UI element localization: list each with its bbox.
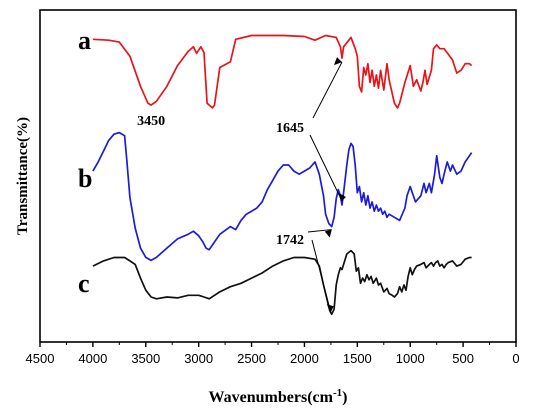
x-tick-label: 3500 <box>131 351 160 366</box>
series-label-layer: a b c <box>78 26 92 298</box>
series-c-label: c <box>78 269 90 298</box>
x-tick-label: 2000 <box>290 351 319 366</box>
x-tick-label: 1000 <box>396 351 425 366</box>
series-b-label: b <box>78 164 92 193</box>
arrowhead-1742-b <box>324 229 332 238</box>
arrow-1742-c <box>311 239 332 313</box>
x-axis-title-superscript: -1 <box>333 387 342 399</box>
x-tick-label: 3000 <box>184 351 213 366</box>
arrowhead-1645-a <box>333 57 342 66</box>
x-tick-label: 4500 <box>26 351 55 366</box>
arrow-1645-a <box>312 61 343 119</box>
arrow-1742-b <box>307 229 332 233</box>
x-tick-label: 4000 <box>78 351 107 366</box>
y-axis-title: Transmittance(%) <box>15 117 31 235</box>
series-c-line <box>92 249 472 316</box>
arrow-1645-b <box>309 134 343 202</box>
series-b-line <box>92 131 473 262</box>
x-axis-title: Wavenumbers(cm-1) <box>209 387 348 406</box>
x-axis: 4500 4000 3500 3000 2500 2000 1500 1000 500 0 <box>26 342 520 366</box>
annotation-1742: 1742 <box>276 233 304 248</box>
annotation-layer: 3450 1645 1742 <box>137 57 346 313</box>
arrowhead-1742-c <box>326 304 334 313</box>
series-layer <box>92 34 473 316</box>
annotation-1645: 1645 <box>276 121 304 136</box>
annotation-3450: 3450 <box>137 114 165 129</box>
series-a-label: a <box>78 26 91 55</box>
arrowhead-1645-b <box>338 193 346 201</box>
x-tick-label: 0 <box>512 351 519 366</box>
x-tick-label: 500 <box>452 351 474 366</box>
series-a-line <box>92 34 473 109</box>
x-tick-label: 2500 <box>237 351 266 366</box>
plot-frame <box>39 9 517 343</box>
x-tick-label: 1500 <box>343 351 372 366</box>
